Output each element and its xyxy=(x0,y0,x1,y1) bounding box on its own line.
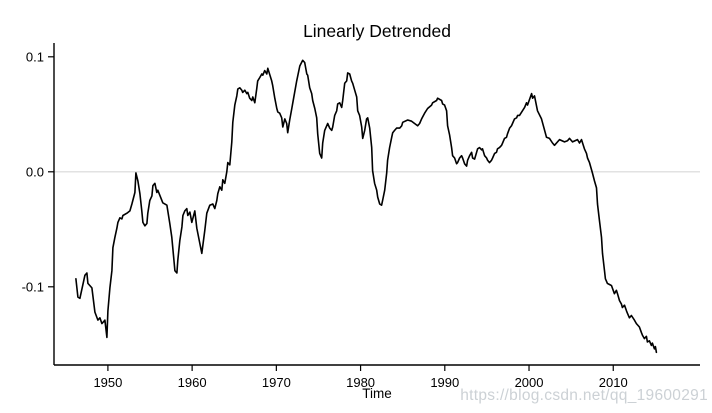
x-tick-label: 2000 xyxy=(515,375,544,390)
x-tick-label: 1980 xyxy=(346,375,375,390)
data-line xyxy=(75,59,658,354)
x-tick-label: 1970 xyxy=(262,375,291,390)
x-tick-label: 2010 xyxy=(599,375,628,390)
y-tick-label: 0.1 xyxy=(26,49,44,64)
y-tick-label: 0.0 xyxy=(26,164,44,179)
x-tick-label: 1960 xyxy=(178,375,207,390)
x-tick-label: 1950 xyxy=(93,375,122,390)
y-tick-label: -0.1 xyxy=(22,279,44,294)
x-tick-label: 1990 xyxy=(430,375,459,390)
